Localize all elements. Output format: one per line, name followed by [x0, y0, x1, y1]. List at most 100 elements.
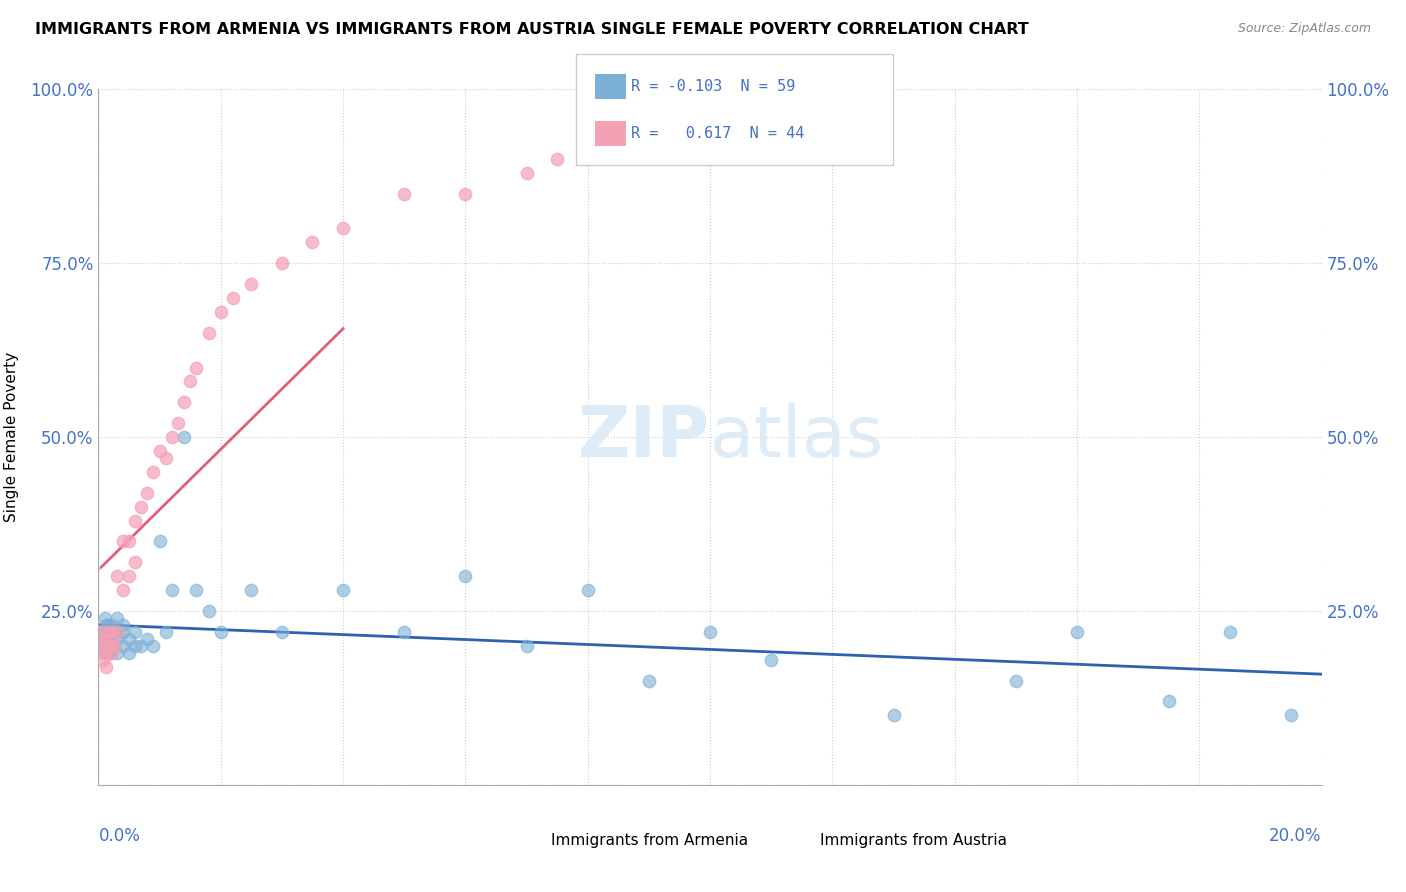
Point: [103, 639, 125, 653]
Point: [209, 305, 232, 319]
Point: [637, 673, 661, 688]
Point: [160, 583, 183, 598]
Point: [454, 186, 477, 201]
Point: [546, 152, 568, 166]
Point: [118, 632, 141, 646]
Point: [105, 624, 128, 639]
Point: [124, 624, 146, 639]
Point: [197, 604, 219, 618]
Point: [91, 653, 114, 667]
Point: [100, 646, 122, 660]
Point: [90, 624, 112, 639]
Point: [1066, 624, 1088, 639]
Text: 20.0%: 20.0%: [1270, 827, 1322, 845]
Point: [111, 624, 134, 639]
Point: [91, 632, 114, 646]
Point: [93, 646, 115, 660]
Point: [101, 618, 124, 632]
Point: [100, 624, 122, 639]
Point: [186, 360, 208, 375]
Point: [270, 256, 292, 270]
Point: [94, 618, 117, 632]
Point: [91, 646, 114, 660]
Point: [167, 416, 190, 430]
Point: [90, 639, 112, 653]
Point: [105, 569, 128, 583]
Point: [93, 632, 115, 646]
Point: [129, 639, 152, 653]
Point: [173, 430, 195, 444]
Text: IMMIGRANTS FROM ARMENIA VS IMMIGRANTS FROM AUSTRIA SINGLE FEMALE POVERTY CORRELA: IMMIGRANTS FROM ARMENIA VS IMMIGRANTS FR…: [35, 22, 1029, 37]
Point: [1279, 708, 1302, 723]
Point: [105, 624, 128, 639]
Point: [103, 639, 125, 653]
Text: R = -0.103  N = 59: R = -0.103 N = 59: [631, 79, 796, 94]
Point: [1004, 673, 1026, 688]
Point: [637, 117, 661, 131]
Point: [124, 514, 146, 528]
Point: [699, 624, 721, 639]
Point: [118, 534, 141, 549]
Point: [94, 659, 117, 673]
Point: [136, 485, 159, 500]
Point: [883, 708, 905, 723]
Point: [124, 639, 146, 653]
Point: [160, 430, 183, 444]
Point: [142, 639, 165, 653]
Point: [93, 611, 115, 625]
Point: [186, 583, 208, 598]
Point: [98, 624, 121, 639]
Point: [759, 653, 782, 667]
Point: [155, 624, 177, 639]
Bar: [783, 834, 814, 851]
Point: [155, 450, 177, 465]
Point: [392, 624, 416, 639]
Point: [179, 375, 201, 389]
Text: Immigrants from Austria: Immigrants from Austria: [820, 833, 1007, 848]
Point: [105, 632, 128, 646]
Text: Immigrants from Armenia: Immigrants from Armenia: [551, 833, 748, 848]
Point: [332, 221, 354, 235]
Point: [1157, 694, 1180, 708]
Point: [209, 624, 232, 639]
Point: [90, 624, 112, 639]
Point: [97, 624, 120, 639]
Point: [576, 583, 599, 598]
Point: [516, 639, 538, 653]
Point: [270, 624, 292, 639]
Point: [98, 639, 121, 653]
Point: [392, 186, 416, 201]
Point: [111, 534, 134, 549]
Point: [454, 569, 477, 583]
Point: [222, 291, 245, 305]
Point: [173, 395, 195, 409]
Point: [111, 583, 134, 598]
Point: [197, 326, 219, 340]
Point: [240, 277, 263, 291]
Point: [101, 639, 124, 653]
Point: [105, 611, 128, 625]
Point: [97, 639, 120, 653]
Point: [94, 639, 117, 653]
Point: [149, 444, 172, 458]
Point: [97, 632, 120, 646]
Point: [101, 624, 124, 639]
Text: R =   0.617  N = 44: R = 0.617 N = 44: [631, 127, 804, 141]
Text: atlas: atlas: [710, 402, 884, 472]
Point: [576, 152, 599, 166]
Point: [100, 632, 122, 646]
Point: [240, 583, 263, 598]
Bar: [515, 834, 546, 851]
Point: [97, 646, 120, 660]
Point: [111, 618, 134, 632]
Point: [129, 500, 152, 514]
Point: [90, 639, 112, 653]
Point: [301, 235, 323, 250]
Text: ZIP: ZIP: [578, 402, 710, 472]
Point: [516, 166, 538, 180]
Point: [97, 618, 120, 632]
Point: [332, 583, 354, 598]
Point: [1219, 624, 1241, 639]
Point: [103, 624, 125, 639]
Point: [118, 646, 141, 660]
